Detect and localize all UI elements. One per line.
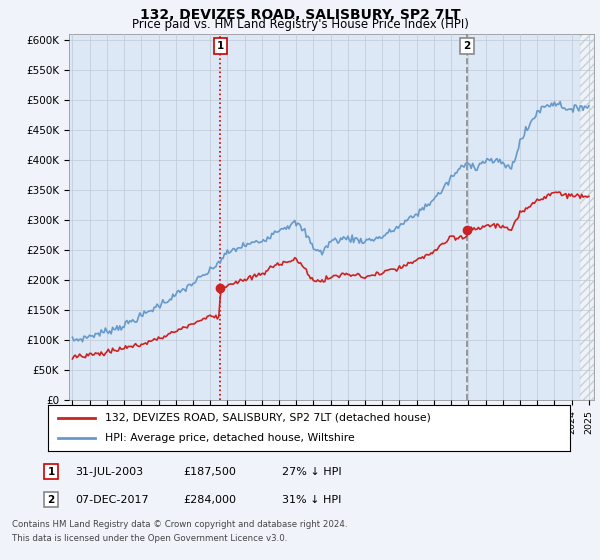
Text: 1: 1 (47, 466, 55, 477)
Text: 2: 2 (47, 494, 55, 505)
Text: 1: 1 (217, 41, 224, 50)
Text: 31% ↓ HPI: 31% ↓ HPI (282, 494, 341, 505)
Text: Price paid vs. HM Land Registry's House Price Index (HPI): Price paid vs. HM Land Registry's House … (131, 18, 469, 31)
Text: £187,500: £187,500 (183, 466, 236, 477)
Text: This data is licensed under the Open Government Licence v3.0.: This data is licensed under the Open Gov… (12, 534, 287, 543)
Text: 2: 2 (463, 41, 470, 50)
Text: 132, DEVIZES ROAD, SALISBURY, SP2 7LT (detached house): 132, DEVIZES ROAD, SALISBURY, SP2 7LT (d… (106, 413, 431, 423)
Text: £284,000: £284,000 (183, 494, 236, 505)
Text: 07-DEC-2017: 07-DEC-2017 (75, 494, 149, 505)
Text: 27% ↓ HPI: 27% ↓ HPI (282, 466, 341, 477)
Text: HPI: Average price, detached house, Wiltshire: HPI: Average price, detached house, Wilt… (106, 433, 355, 443)
Text: 31-JUL-2003: 31-JUL-2003 (75, 466, 143, 477)
Text: 132, DEVIZES ROAD, SALISBURY, SP2 7LT: 132, DEVIZES ROAD, SALISBURY, SP2 7LT (140, 8, 460, 22)
Text: Contains HM Land Registry data © Crown copyright and database right 2024.: Contains HM Land Registry data © Crown c… (12, 520, 347, 529)
